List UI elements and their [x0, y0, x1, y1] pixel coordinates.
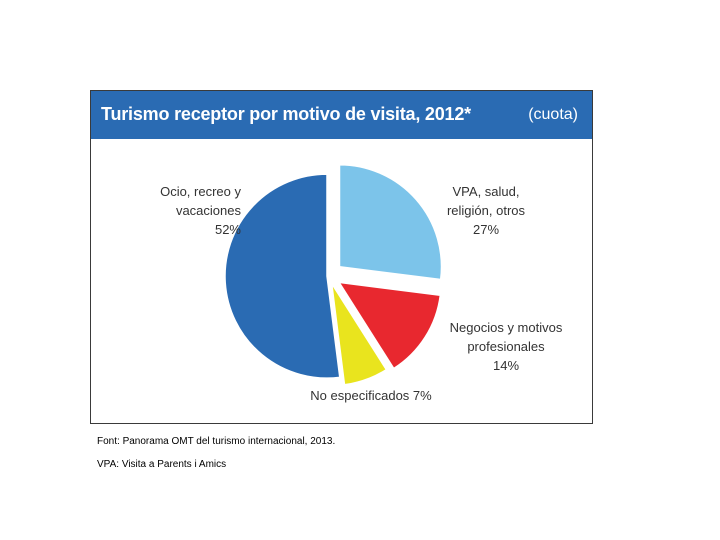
slice-label-negocios: Negocios y motivos profesionales 14%: [441, 318, 571, 375]
footnote-vpa: VPA: Visita a Parents i Amics: [97, 459, 227, 470]
slice-label-no-especificados: No especificados 7%: [296, 386, 446, 405]
slice-label-line: No especificados 7%: [310, 388, 432, 403]
pie-slice-ocio: [224, 173, 341, 379]
slice-label-line: religión, otros: [446, 203, 526, 218]
pie-slice-no-especificados: [330, 283, 388, 386]
slice-label-line: VPA, salud,: [452, 184, 520, 199]
slice-label-line: profesionales: [467, 339, 545, 354]
slice-label-line: vacaciones: [175, 203, 241, 218]
chart-header: Turismo receptor por motivo de visita, 2…: [91, 91, 592, 139]
slice-value-label: 14%: [492, 358, 520, 373]
slice-value-label: 52%: [214, 222, 241, 237]
chart-unit: (cuota): [528, 106, 578, 123]
slice-label-ocio: Ocio, recreo y vacaciones 52%: [131, 182, 241, 239]
pie-slice-vpa: [338, 163, 443, 281]
pie-slice-negocios: [337, 281, 442, 370]
chart-title: Turismo receptor por motivo de visita, 2…: [101, 104, 471, 124]
slice-value-label: 27%: [472, 222, 500, 237]
slice-label-line: Ocio, recreo y: [160, 184, 241, 199]
pie-chart: [224, 163, 443, 386]
chart-frame: Turismo receptor por motivo de visita, 2…: [90, 90, 593, 424]
slice-label-vpa: VPA, salud, religión, otros 27%: [436, 182, 536, 239]
footnote-source: Font: Panorama OMT del turismo internaci…: [97, 436, 336, 447]
slice-label-line: Negocios y motivos: [449, 320, 563, 335]
